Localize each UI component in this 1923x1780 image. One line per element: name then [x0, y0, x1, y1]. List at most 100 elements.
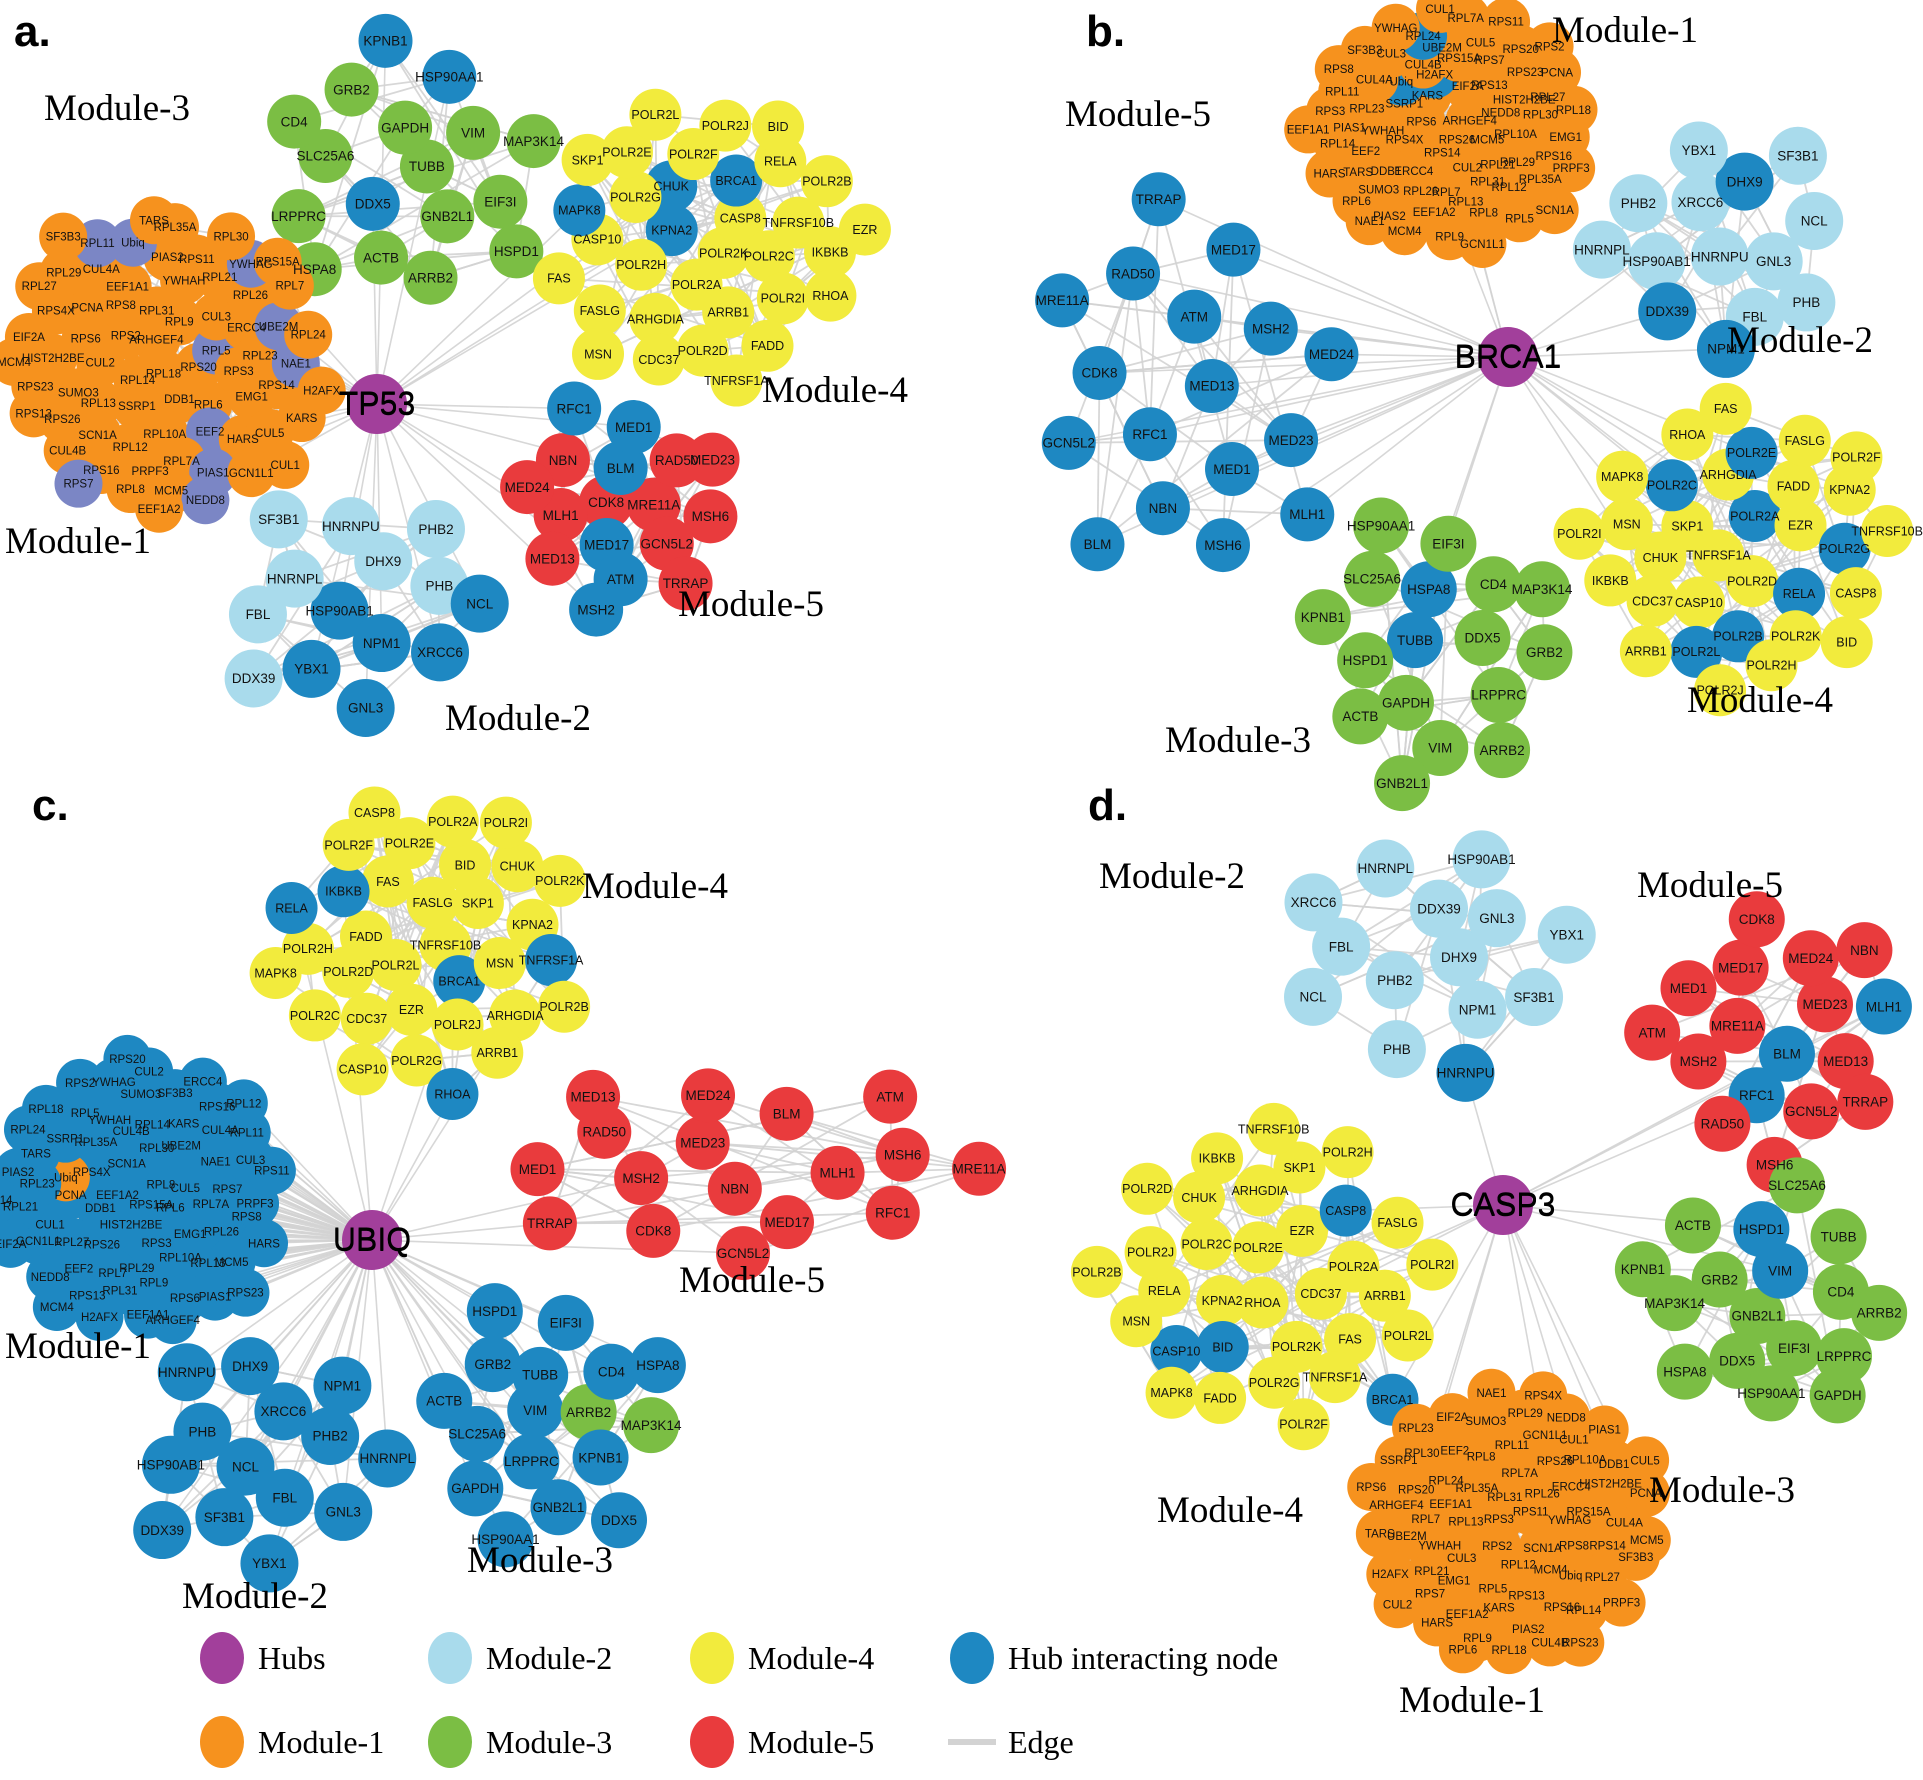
node-NCL[interactable]	[1284, 968, 1342, 1026]
node-RPL18[interactable]	[1485, 1626, 1533, 1674]
node-ACTB[interactable]	[1665, 1197, 1721, 1253]
node-CASP8[interactable]	[348, 786, 400, 838]
node-POLR2C[interactable]	[1646, 459, 1698, 511]
node-CDC37[interactable]	[633, 333, 685, 385]
node-CD4[interactable]	[267, 95, 321, 149]
node-MLH1[interactable]	[811, 1146, 865, 1200]
node-HNRNPU[interactable]	[1691, 228, 1749, 286]
node-POLR2A[interactable]	[427, 796, 479, 848]
node-NBN[interactable]	[1136, 481, 1190, 535]
node-MAPK8[interactable]	[1146, 1367, 1198, 1419]
node-DHX9[interactable]	[221, 1337, 279, 1395]
node-TNFRSF1A[interactable]	[525, 934, 577, 986]
node-MED24[interactable]	[681, 1068, 735, 1122]
node-RPL24[interactable]	[284, 311, 332, 359]
node-MED1[interactable]	[607, 400, 661, 454]
node-PHB2[interactable]	[1609, 174, 1667, 232]
node-CASP8[interactable]	[1320, 1185, 1372, 1237]
node-POLR2H[interactable]	[615, 239, 667, 291]
node-HSP90AA1[interactable]	[422, 50, 476, 104]
node-POLR2L[interactable]	[1382, 1310, 1434, 1362]
node-CUL2[interactable]	[1374, 1580, 1422, 1628]
node-MAPK8[interactable]	[250, 947, 302, 999]
node-POLR2J[interactable]	[699, 100, 751, 152]
node-GCN1L1[interactable]	[1458, 220, 1506, 268]
node-POLR2I[interactable]	[1406, 1239, 1458, 1291]
node-RPL30[interactable]	[207, 212, 255, 260]
node-MCM4[interactable]	[33, 1283, 81, 1331]
node-GAPDH[interactable]	[378, 101, 432, 155]
node-POLR2J[interactable]	[1125, 1226, 1177, 1278]
node-LRPPRC[interactable]	[1471, 667, 1527, 723]
node-HSP90AB1[interactable]	[142, 1436, 200, 1494]
node-RPL6[interactable]	[1439, 1625, 1487, 1673]
node-HSPA8[interactable]	[1657, 1344, 1713, 1400]
node-MSH6[interactable]	[876, 1128, 930, 1182]
node-RPS11[interactable]	[248, 1147, 296, 1195]
node-CDK8[interactable]	[626, 1204, 680, 1258]
node-YBX1[interactable]	[283, 640, 341, 698]
node-EIF3I[interactable]	[473, 175, 527, 229]
node-CASP10[interactable]	[337, 1043, 389, 1095]
node-IKBKB[interactable]	[318, 865, 370, 917]
node-CDK8[interactable]	[1073, 346, 1127, 400]
node-DDX5[interactable]	[1455, 610, 1511, 666]
node-RPL18[interactable]	[1549, 86, 1597, 134]
node-PIAS1[interactable]	[1581, 1406, 1629, 1454]
node-MAPK8[interactable]	[1596, 451, 1648, 503]
node-NCL[interactable]	[451, 575, 509, 633]
node-ARRB1[interactable]	[1620, 625, 1672, 677]
node-RHOA[interactable]	[426, 1068, 478, 1120]
node-PRPF3[interactable]	[1547, 144, 1595, 192]
node-CD4[interactable]	[1465, 556, 1521, 612]
node-MED1[interactable]	[1205, 442, 1259, 496]
node-GNB2L1[interactable]	[420, 189, 474, 243]
node-MSH2[interactable]	[1244, 302, 1298, 356]
node-TRRAP[interactable]	[1132, 172, 1186, 226]
node-POLR2B[interactable]	[538, 981, 590, 1033]
node-MSH6[interactable]	[683, 489, 737, 543]
node-POLR2F[interactable]	[1278, 1398, 1330, 1450]
node-POLR2D[interactable]	[1121, 1163, 1173, 1215]
node-ACTB[interactable]	[354, 231, 408, 285]
node-HSP90AA1[interactable]	[1353, 498, 1409, 554]
node-RPS6[interactable]	[1347, 1463, 1395, 1511]
node-TNFRSF10B[interactable]	[1861, 505, 1913, 557]
node-PHB2[interactable]	[407, 500, 465, 558]
node-DDX5[interactable]	[346, 177, 400, 231]
node-DDX39[interactable]	[1638, 282, 1696, 340]
node-GNL3[interactable]	[314, 1483, 372, 1541]
node-NBN[interactable]	[1836, 922, 1892, 978]
node-YBX1[interactable]	[1538, 906, 1596, 964]
node-ARRB1[interactable]	[471, 1027, 523, 1079]
node-MSN[interactable]	[1110, 1295, 1162, 1347]
node-GNB2L1[interactable]	[1374, 755, 1430, 811]
node-XRCC6[interactable]	[411, 623, 469, 681]
node-HARS[interactable]	[1306, 149, 1354, 197]
node-GAPDH[interactable]	[1810, 1367, 1866, 1423]
node-PHB2[interactable]	[1366, 951, 1424, 1009]
node-SF3B1[interactable]	[250, 490, 308, 548]
node-MED1[interactable]	[510, 1142, 564, 1196]
node-KPNA2[interactable]	[1196, 1275, 1248, 1327]
node-ARHGEF4[interactable]	[149, 1296, 197, 1344]
node-RPL24[interactable]	[4, 1106, 52, 1154]
node-SCN1A[interactable]	[1531, 186, 1579, 234]
node-SLC25A6[interactable]	[1769, 1157, 1825, 1213]
node-MED17[interactable]	[1206, 223, 1260, 277]
node-PHB2[interactable]	[301, 1407, 359, 1465]
node-MED17[interactable]	[760, 1195, 814, 1249]
node-TNFRSF10B[interactable]	[1248, 1103, 1300, 1155]
node-HNRNPL[interactable]	[1356, 840, 1414, 898]
node-POLR2K[interactable]	[534, 855, 586, 907]
node-MRE11A[interactable]	[952, 1142, 1006, 1196]
node-RPS2[interactable]	[56, 1059, 104, 1107]
node-ARRB2[interactable]	[1851, 1285, 1907, 1341]
node-GNL3[interactable]	[337, 679, 395, 737]
node-FAS[interactable]	[533, 252, 585, 304]
node-RPL27[interactable]	[15, 262, 63, 310]
node-CASP10[interactable]	[1673, 577, 1725, 629]
node-RELA[interactable]	[266, 882, 318, 934]
node-VIM[interactable]	[446, 106, 500, 160]
node-RPS8[interactable]	[1315, 45, 1363, 93]
